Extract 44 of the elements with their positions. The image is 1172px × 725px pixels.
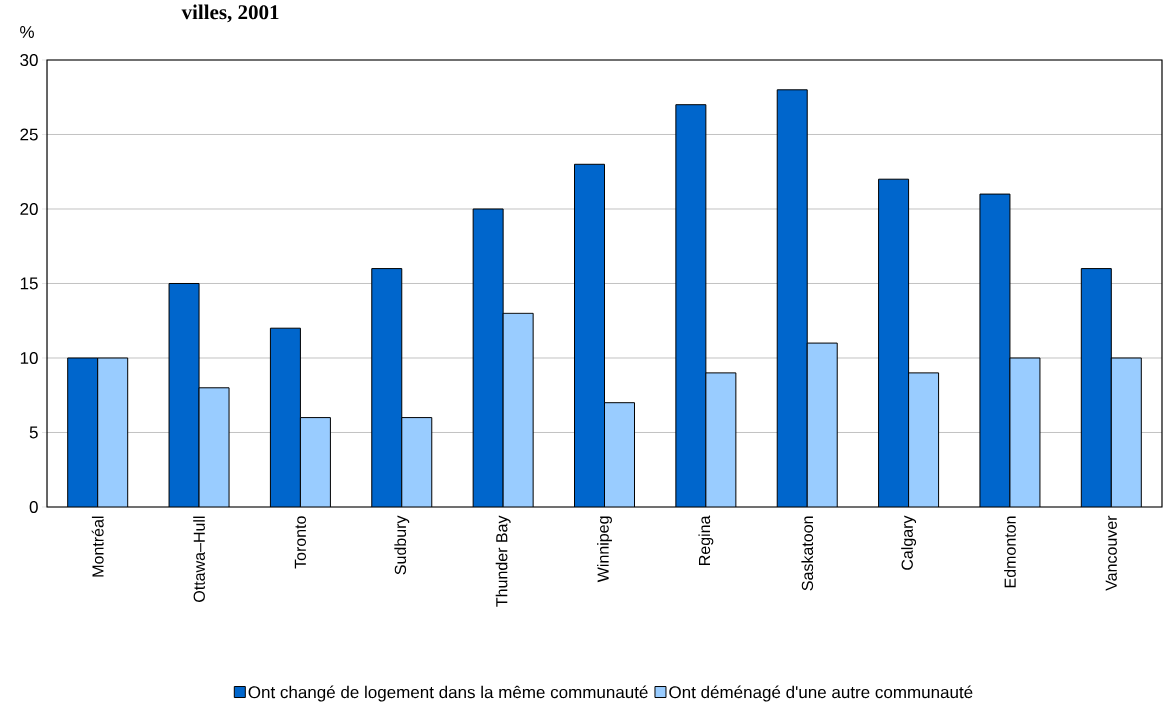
bar [908,372,940,507]
bar [199,387,230,507]
bar [299,417,331,507]
x-tick-label: Sudbury [394,515,410,575]
bar [705,372,737,507]
x-tick-label: Toronto [294,516,306,569]
bar [169,283,200,507]
bar [878,178,910,507]
bar [67,357,99,507]
y-axis-title: % [20,26,34,38]
bar [1009,357,1041,507]
legend-label: Ont changé de logement dans la même communauté [248,685,648,702]
bar [776,89,808,507]
y-tick-label: 5 [29,426,38,439]
x-tick-label: Vancouver [1105,515,1117,591]
chart-title: villes, 2001 [181,4,279,23]
x-tick-label: Ottawa–Hull [193,516,205,602]
bar [675,104,707,507]
bar [806,342,838,507]
x-tick-label: Montréal [91,516,104,577]
x-tick-label: Saskatoon [801,516,814,591]
bar [1110,357,1142,507]
bar [401,417,433,507]
x-tick-label: Calgary [901,515,917,570]
bar [269,327,301,507]
legend-label: Ont déménagé d'une autre communauté [669,685,973,702]
x-tick-label: Edmonton [1004,516,1016,588]
y-tick-label: 0 [29,500,38,514]
bar [472,208,504,507]
y-tick-label: 20 [20,202,38,216]
bar [979,193,1011,507]
x-tick-label: Winnipeg [597,516,612,583]
y-tick-label: 10 [20,351,38,365]
x-tick-label: Regina [698,515,714,565]
y-tick-label: 30 [20,53,38,67]
y-tick-label: 25 [20,128,38,141]
bar [574,163,605,507]
bar [502,312,534,507]
bar [604,402,635,507]
x-tick-label: Thunder Bay [495,515,511,607]
bar [1080,268,1112,507]
bar [371,268,403,507]
y-tick-label: 15 [20,277,38,290]
bar [97,357,129,507]
